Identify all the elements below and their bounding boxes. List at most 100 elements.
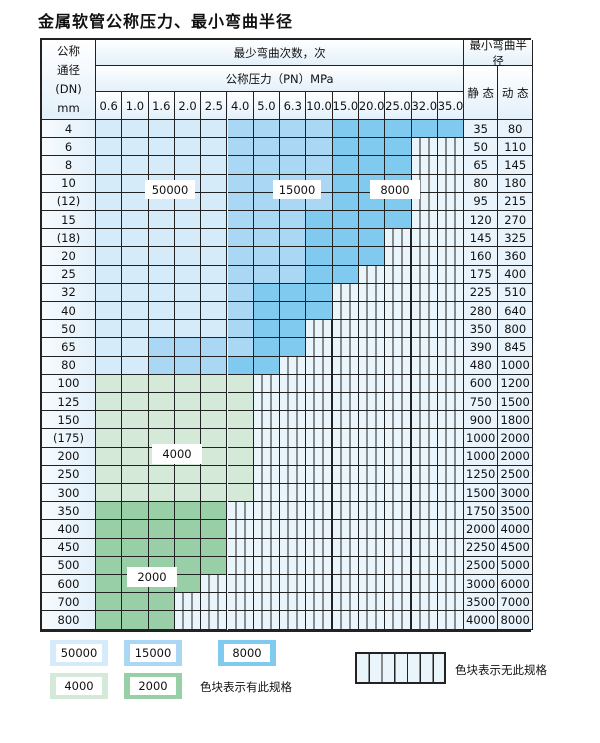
grid-cell-无此规格 [411,520,438,539]
region-label-4000: 4000 [152,444,202,464]
static-radius-cell: 750 [464,393,499,412]
grid-cell-8000 [359,156,386,175]
pressure-column-header: 32.0 [411,92,438,120]
dn-cell: (12) [42,192,96,211]
grid-cell-无此规格 [253,575,281,594]
grid-cell-50000 [201,265,228,284]
grid-cell-15000 [280,211,307,230]
pressure-column-header: 35.0 [438,92,465,120]
grid-cell-无此规格 [385,447,412,466]
grid-cell-无此规格 [385,502,412,521]
grid-cell-50000 [201,120,228,139]
dynamic-radius-cell: 5000 [498,556,534,575]
grid-cell-无此规格 [227,611,254,630]
grid-cell-无此规格 [332,283,359,302]
grid-cell-无此规格 [332,411,359,430]
grid-cell-4000 [96,374,123,393]
grid-cell-无此规格 [306,484,333,503]
grid-cell-无此规格 [359,484,386,503]
grid-cell-无此规格 [332,520,359,539]
dn-cell: 100 [42,374,96,393]
dn-cell: 800 [42,611,96,630]
grid-cell-无此规格 [359,265,386,284]
dynamic-radius-cell: 360 [498,247,534,266]
grid-cell-无此规格 [411,265,438,284]
grid-cell-无此规格 [411,320,438,339]
static-radius-cell: 175 [464,265,499,284]
grid-cell-无此规格 [227,520,254,539]
grid-cell-无此规格 [280,556,307,575]
grid-cell-无此规格 [306,338,333,357]
grid-cell-无此规格 [359,320,386,339]
grid-cell-2000 [122,593,149,612]
static-radius-cell: 145 [464,229,499,248]
dn-cell: 150 [42,411,96,430]
grid-cell-4000 [227,484,254,503]
grid-cell-4000 [201,429,228,448]
static-radius-cell: 390 [464,338,499,357]
grid-cell-50000 [201,229,228,248]
grid-cell-50000 [122,283,149,302]
grid-cell-50000 [174,156,202,175]
grid-cell-4000 [201,465,228,484]
grid-cell-无此规格 [411,393,438,412]
grid-cell-无此规格 [385,411,412,430]
grid-cell-无此规格 [359,538,386,557]
grid-cell-50000 [122,356,149,375]
grid-cell-无此规格 [385,484,412,503]
grid-cell-2000 [148,538,175,557]
grid-cell-无此规格 [437,247,465,266]
legend-no-spec-swatch [355,652,446,684]
grid-cell-无此规格 [280,593,307,612]
grid-cell-50000 [148,320,175,339]
grid-cell-15000 [201,338,228,357]
grid-cell-2000 [174,502,202,521]
grid-cell-8000 [227,356,254,375]
grid-cell-无此规格 [359,302,386,321]
grid-cell-8000 [359,138,386,157]
grid-cell-无此规格 [280,484,307,503]
grid-cell-4000 [227,393,254,412]
legend-has-spec-text: 色块表示有此规格 [200,680,292,694]
grid-cell-无此规格 [385,356,412,375]
grid-cell-无此规格 [411,283,438,302]
grid-cell-50000 [148,265,175,284]
grid-cell-4000 [122,429,149,448]
page-title: 金属软管公称压力、最小弯曲半径 [38,12,294,31]
grid-cell-无此规格 [411,593,438,612]
grid-cell-8000 [280,302,307,321]
grid-cell-15000 [227,174,254,193]
grid-cell-8000 [253,302,281,321]
grid-cell-50000 [174,320,202,339]
static-radius-cell: 3500 [464,593,499,612]
grid-cell-无此规格 [359,502,386,521]
grid-cell-无此规格 [253,556,281,575]
grid-cell-2000 [148,502,175,521]
grid-cell-50000 [96,120,123,139]
pressure-column-header: 6.3 [280,92,307,120]
region-label-15000: 15000 [273,180,321,199]
grid-cell-无此规格 [411,374,438,393]
grid-cell-无此规格 [437,229,465,248]
grid-cell-8000 [385,120,412,139]
grid-cell-无此规格 [437,211,465,230]
grid-cell-4000 [227,374,254,393]
legend-swatch-4000: 4000 [50,673,108,699]
grid-cell-无此规格 [385,302,412,321]
grid-cell-4000 [122,447,149,466]
grid-cell-无此规格 [253,520,281,539]
grid-cell-无此规格 [306,429,333,448]
grid-cell-无此规格 [306,374,333,393]
grid-cell-无此规格 [437,411,465,430]
grid-cell-无此规格 [332,447,359,466]
grid-cell-4000 [96,393,123,412]
grid-cell-无此规格 [201,575,228,594]
grid-cell-无此规格 [227,575,254,594]
grid-cell-15000 [306,138,333,157]
dn-cell: 32 [42,283,96,302]
grid-cell-无此规格 [253,538,281,557]
grid-cell-50000 [96,356,123,375]
dynamic-radius-cell: 640 [498,302,534,321]
grid-cell-4000 [174,484,202,503]
grid-cell-15000 [253,229,281,248]
